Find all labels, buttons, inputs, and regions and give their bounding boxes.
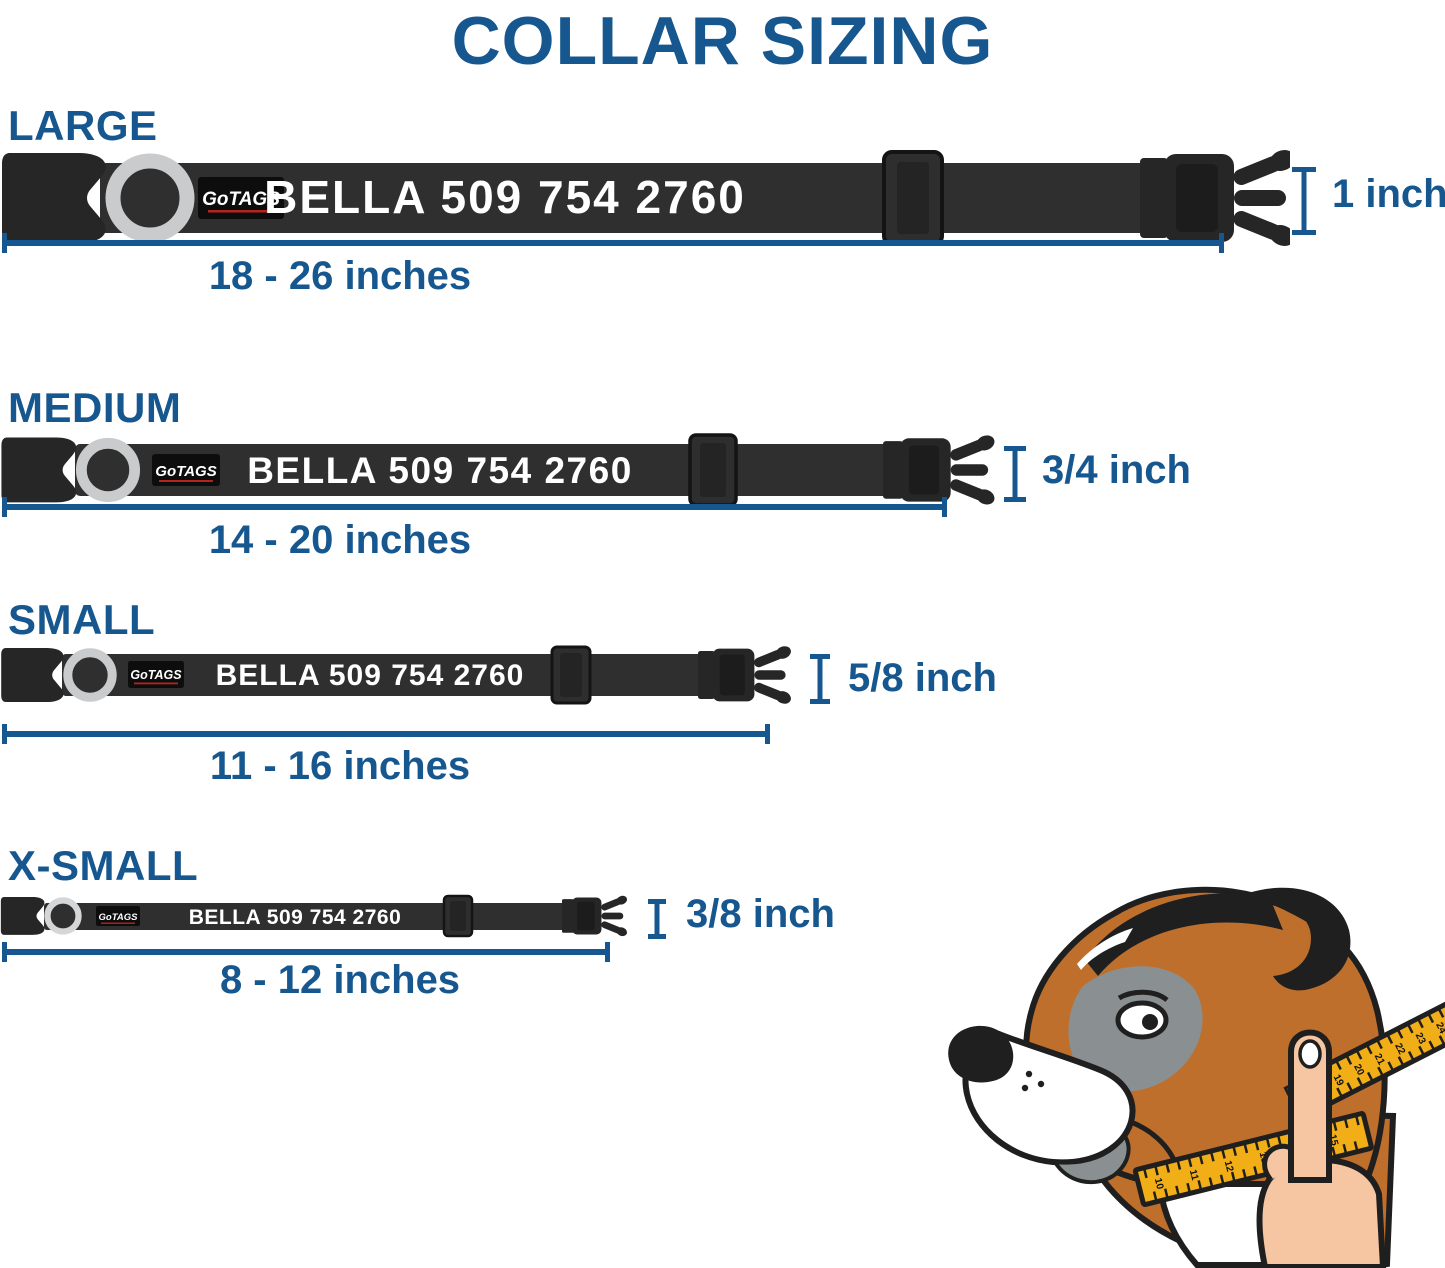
index-finger (1288, 1029, 1332, 1183)
dog-ear-icon (1245, 887, 1351, 991)
male-buckle-icon (883, 435, 995, 505)
dog-eye (1115, 989, 1169, 1040)
d-ring-icon (105, 153, 195, 243)
svg-text:24: 24 (1433, 1021, 1445, 1036)
width-label-medium: 3/4 inch (1042, 448, 1191, 492)
svg-text:21: 21 (1372, 1052, 1387, 1067)
brand-patch: GoTAGS (96, 906, 140, 926)
size-label-large: LARGE (8, 102, 158, 149)
patch-red-line (208, 210, 274, 213)
male-buckle-icon (562, 895, 628, 937)
width-gauge-icon (1004, 446, 1026, 502)
brand-prefix: Go (202, 189, 228, 210)
svg-text:19: 19 (1331, 1073, 1346, 1088)
dog-chin (1051, 1132, 1131, 1185)
length-measure-line (2, 942, 610, 962)
length-measure-line (2, 233, 1224, 253)
brand-patch: GoTAGS (152, 454, 220, 486)
female-buckle-icon (2, 153, 106, 243)
slider-icon (882, 150, 944, 246)
fingernail (1298, 1039, 1322, 1069)
width-label-small: 5/8 inch (848, 656, 997, 700)
hand-holding-tape (1256, 1029, 1387, 1268)
dog-nose-icon (948, 1025, 1014, 1083)
brand-patch: GoTAGS (128, 661, 184, 688)
svg-text:GoTAGS: GoTAGS (202, 189, 280, 210)
range-label-small: 11 - 16 inches (209, 744, 471, 788)
patch-red-line (134, 682, 178, 685)
svg-text:10: 10 (1152, 1177, 1165, 1191)
length-measure-line (2, 724, 770, 744)
patch-red-line (101, 922, 135, 924)
slider-icon (688, 433, 738, 507)
svg-text:23: 23 (1413, 1031, 1428, 1046)
collar-graphic-medium: GoTAGS BELLA 509 754 2760 (1, 433, 995, 507)
svg-text:GoTAGS: GoTAGS (130, 668, 182, 682)
collar-personalization-text: BELLA 509 754 2760 (189, 906, 402, 929)
svg-text:20: 20 (1351, 1062, 1366, 1077)
width-label-xsmall: 3/8 inch (686, 892, 835, 936)
collar-personalization-text: BELLA 509 754 2760 (216, 659, 525, 692)
width-gauge-icon (810, 654, 830, 704)
length-measure-line (2, 497, 947, 517)
patch-red-line (159, 480, 213, 482)
collar-graphic-small: GoTAGS BELLA 509 754 2760 (1, 645, 791, 705)
svg-text:GoTAGS: GoTAGS (99, 912, 139, 923)
svg-text:11: 11 (1187, 1169, 1200, 1182)
width-gauge-icon (1292, 167, 1316, 235)
dog-blaze (1077, 928, 1133, 970)
svg-text:22: 22 (1392, 1042, 1407, 1057)
svg-text:GoTAGS: GoTAGS (155, 463, 216, 480)
female-buckle-icon (1, 437, 141, 503)
collar-personalization-text: BELLA 509 754 2760 (247, 450, 633, 491)
dog-jaw-line (1130, 1119, 1178, 1164)
male-buckle-icon (698, 646, 791, 704)
female-buckle-icon (1, 648, 117, 702)
dog-crown-marking (1085, 893, 1283, 976)
range-label-large: 18 - 26 inches (208, 254, 472, 298)
dog-measuring-illustration: 10 11 12 13 14 15 18 19 20 21 22 23 24 (948, 886, 1445, 1268)
width-label-large: 1 inch (1332, 172, 1445, 216)
collar-graphic-xsmall: GoTAGS BELLA 509 754 2760 (0, 894, 628, 938)
svg-text:12: 12 (1222, 1160, 1235, 1174)
collar-graphic-large: GoTAGS BELLA 509 754 2760 (2, 150, 1290, 246)
brand-patch: GoTAGS (198, 177, 284, 219)
page-title: COLLAR SIZING (451, 3, 994, 79)
width-gauge-icon (648, 899, 666, 939)
size-label-medium: MEDIUM (8, 384, 182, 431)
brand-name: TAGS (229, 189, 281, 210)
slider-icon (550, 645, 592, 705)
female-buckle-icon (0, 897, 82, 935)
size-label-small: SMALL (8, 596, 156, 643)
male-buckle-icon (1140, 150, 1290, 246)
size-label-xsmall: X-SMALL (8, 842, 199, 889)
slider-icon (442, 894, 474, 938)
collar-personalization-text: BELLA 509 754 2760 (264, 171, 746, 223)
dog-whisker-dots (1021, 1070, 1045, 1092)
range-label-medium: 14 - 20 inches (208, 518, 472, 562)
range-label-xsmall: 8 - 12 inches (219, 958, 461, 1002)
